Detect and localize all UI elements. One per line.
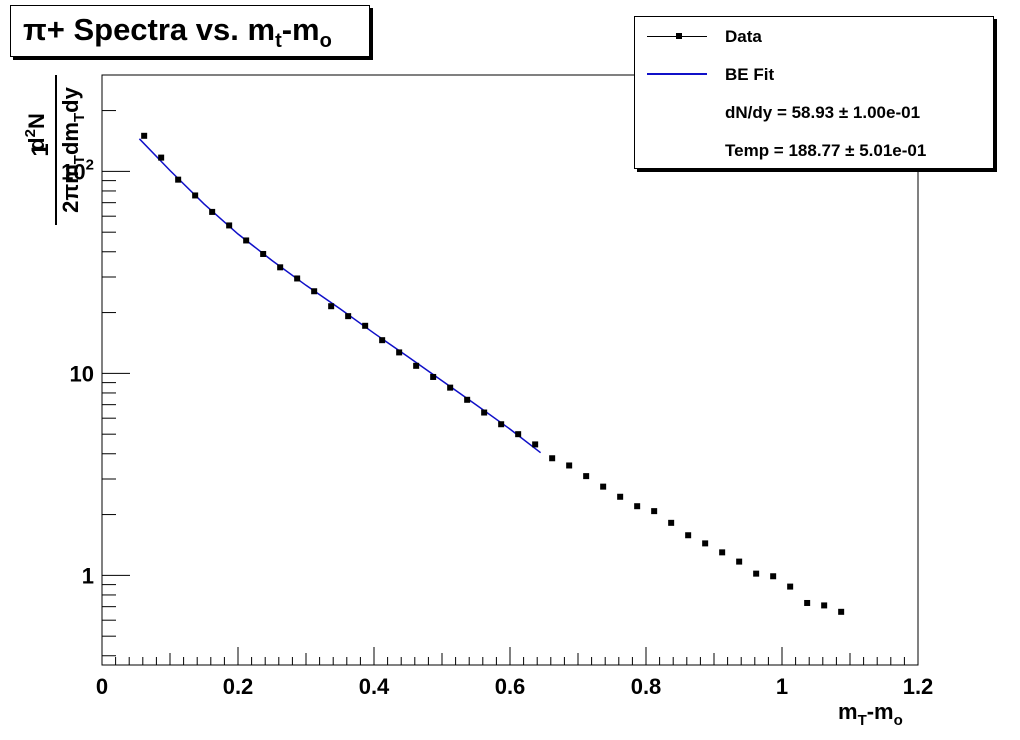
x-tick-label: 1.2 bbox=[903, 674, 934, 699]
legend-data-label: Data bbox=[725, 27, 762, 46]
data-point bbox=[685, 532, 692, 539]
legend-dndy-text: dN/dy = 58.93 ± 1.00e-01 bbox=[725, 103, 921, 122]
data-point bbox=[175, 176, 182, 183]
data-point bbox=[260, 250, 267, 257]
legend-fit-label: BE Fit bbox=[725, 65, 775, 84]
data-point bbox=[447, 384, 454, 391]
x-axis-label: mT-mo bbox=[838, 699, 903, 729]
data-point bbox=[532, 441, 539, 448]
data-point bbox=[838, 608, 845, 615]
data-point bbox=[821, 602, 828, 609]
chart-title: π+ Spectra vs. mt-mo bbox=[23, 12, 332, 53]
data-point bbox=[277, 264, 284, 271]
svg-text:1: 1 bbox=[27, 143, 54, 156]
data-point bbox=[515, 431, 522, 438]
data-point bbox=[141, 132, 148, 139]
data-point bbox=[396, 349, 403, 356]
data-point bbox=[158, 154, 165, 161]
legend-fit-line bbox=[647, 73, 707, 75]
legend-temp-text: Temp = 188.77 ± 5.01e-01 bbox=[725, 141, 927, 160]
x-tick-label: 0.4 bbox=[359, 674, 390, 699]
x-tick-label: 0.6 bbox=[495, 674, 526, 699]
legend-entry-temp: Temp = 188.77 ± 5.01e-01 bbox=[635, 137, 993, 165]
data-point bbox=[668, 519, 675, 526]
legend-entry-dndy: dN/dy = 58.93 ± 1.00e-01 bbox=[635, 99, 993, 127]
data-point bbox=[481, 409, 488, 416]
data-point bbox=[379, 337, 386, 344]
data-point bbox=[549, 455, 556, 462]
data-point bbox=[719, 549, 726, 556]
data-point bbox=[226, 222, 233, 229]
data-point bbox=[600, 483, 607, 490]
x-tick-label: 0.8 bbox=[631, 674, 662, 699]
data-point bbox=[617, 493, 624, 500]
y-axis: 1 10 102 bbox=[61, 74, 130, 657]
data-point bbox=[753, 570, 760, 577]
legend: Data BE Fit dN/dy = 58.93 ± 1.00e-01 Tem… bbox=[634, 16, 994, 169]
data-point bbox=[362, 322, 369, 329]
data-point bbox=[804, 599, 811, 606]
x-tick-label: 0.2 bbox=[223, 674, 254, 699]
data-points-layer bbox=[141, 132, 845, 615]
data-point bbox=[770, 573, 777, 580]
data-point bbox=[192, 192, 199, 199]
data-point bbox=[736, 558, 743, 565]
data-point bbox=[464, 396, 471, 403]
data-point bbox=[328, 303, 335, 310]
fit-curve-layer bbox=[138, 138, 542, 454]
data-point bbox=[702, 540, 709, 547]
data-point bbox=[430, 373, 437, 380]
data-point bbox=[583, 473, 590, 480]
legend-entry-data: Data bbox=[635, 23, 993, 51]
data-point bbox=[209, 208, 216, 215]
legend-entry-fit: BE Fit bbox=[635, 61, 993, 89]
data-point bbox=[243, 237, 250, 244]
data-point bbox=[413, 362, 420, 369]
data-point bbox=[311, 288, 318, 295]
svg-text:2πmTdmTdy: 2πmTdmTdy bbox=[58, 86, 88, 212]
chart-title-box: π+ Spectra vs. mt-mo bbox=[10, 5, 370, 57]
x-axis: 0 0.2 0.4 0.6 0.8 1 1.2 bbox=[96, 647, 933, 699]
data-point bbox=[294, 275, 301, 282]
data-point bbox=[787, 583, 794, 590]
svg-text:d2N: d2N bbox=[22, 113, 49, 151]
legend-data-marker bbox=[676, 33, 682, 39]
data-point bbox=[634, 503, 641, 510]
data-point bbox=[498, 421, 505, 428]
data-point bbox=[345, 313, 352, 320]
data-point bbox=[566, 462, 573, 469]
x-tick-label: 0 bbox=[96, 674, 108, 699]
x-tick-label: 1 bbox=[776, 674, 788, 699]
data-point bbox=[651, 508, 658, 515]
y-tick-label: 102 bbox=[61, 156, 94, 184]
y-tick-label: 1 bbox=[82, 563, 94, 588]
y-tick-label: 10 bbox=[70, 361, 94, 386]
fit-curve-line bbox=[138, 138, 542, 454]
y-axis-label: 1 d2N 2πmTdmTdy bbox=[22, 75, 88, 225]
